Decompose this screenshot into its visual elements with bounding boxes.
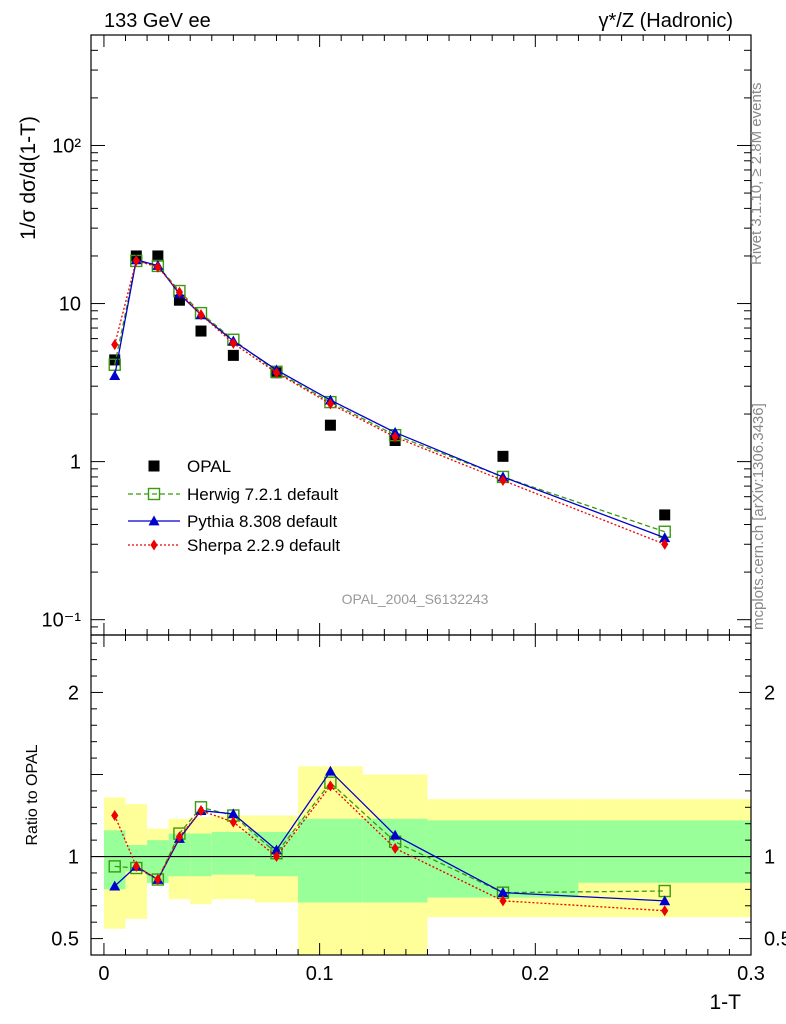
axis-tick-labels: 10⁻¹ 1 10 10² 0.5 0.5 1 1 2 2 0 0.1 0.2 0.3: [42, 135, 786, 985]
x-tick-label: 0.3: [737, 963, 765, 985]
point-sherpa: [175, 286, 184, 298]
y-tick-label-ratio-right: 1: [764, 847, 775, 869]
y-tick-label-main: 10: [59, 294, 81, 316]
point-pythia: [659, 532, 671, 543]
legend-label-pythia: Pythia 8.308 default: [187, 512, 338, 531]
ratio-point-pythia: [109, 880, 121, 891]
point-sherpa: [391, 431, 399, 443]
point-pythia: [109, 370, 121, 381]
ratio-point-pythia: [497, 887, 509, 898]
ratio-point-pythia: [227, 808, 239, 819]
ratio-point-sherpa: [661, 905, 669, 917]
ratio-point-sherpa: [229, 816, 237, 828]
main-y-axis-label: 1/σ dσ/d(1-T): [17, 116, 40, 240]
point-data: [324, 419, 336, 431]
analysis-id-label: OPAL_2004_S6132243: [342, 591, 489, 607]
x-axis-label: 1-T: [710, 991, 742, 1014]
y-tick-label-main: 1: [70, 452, 81, 474]
band-inner-bin: [427, 820, 579, 898]
band-inner-bin: [147, 840, 169, 883]
rivet-version-label: Rivet 3.1.10, ≥ 2.8M events: [748, 83, 765, 266]
ratio-point-sherpa: [391, 842, 399, 854]
point-sherpa: [132, 255, 140, 267]
ratio-point-sherpa: [132, 860, 140, 872]
legend-label-opal: OPAL: [187, 457, 231, 476]
point-sherpa: [326, 398, 334, 410]
ratio-point-sherpa: [499, 895, 507, 907]
ratio-point-sherpa: [272, 851, 281, 863]
ratio-point-sherpa: [154, 874, 162, 886]
ratio-y-axis-label: Ratio to OPAL: [24, 744, 41, 845]
y-tick-label-ratio: 2: [68, 682, 79, 704]
point-data: [659, 509, 671, 521]
point-data: [497, 450, 509, 462]
process-label: γ*/Z (Hadronic): [599, 10, 733, 32]
point-data: [195, 325, 207, 337]
ratio-point-herwig: [108, 860, 121, 873]
point-data: [173, 294, 185, 306]
ratio-point-sherpa: [111, 810, 119, 822]
legend-marker-sherpa: [150, 539, 158, 551]
x-tick-label: 0.2: [521, 963, 549, 985]
x-tick-label: 0.1: [306, 963, 334, 985]
y-tick-label-main: 10²: [52, 135, 81, 157]
y-tick-label-ratio-right: 2: [764, 682, 775, 704]
band-inner-bin: [578, 820, 751, 883]
ratio-point-sherpa: [326, 780, 334, 792]
legend-label-herwig: Herwig 7.2.1 default: [187, 485, 338, 504]
x-tick-label: 0: [98, 963, 109, 985]
y-tick-label-ratio-right: 0.5: [764, 929, 786, 951]
point-sherpa: [499, 474, 507, 486]
legend-marker-herwig: [147, 487, 161, 501]
ratio-plot-frame: [90, 634, 752, 956]
point-sherpa: [111, 339, 119, 351]
y-tick-label-ratio: 1: [68, 847, 79, 869]
main-series: [108, 250, 671, 550]
ratio-point-pythia: [659, 895, 671, 906]
y-tick-label-ratio: 0.5: [51, 929, 79, 951]
point-sherpa: [229, 337, 237, 349]
ratio-point-sherpa: [197, 805, 205, 817]
ratio-point-pythia: [324, 765, 336, 776]
ratio-point-pythia: [389, 829, 401, 840]
band-inner-bin: [298, 818, 363, 903]
point-sherpa: [272, 367, 281, 379]
mcplots-label: mcplots.cern.ch [arXiv:1306.3436]: [750, 403, 767, 630]
ratio-uncertainty-bands: [103, 766, 751, 955]
ratio-series: [108, 765, 671, 917]
legend-marker-pythia: [148, 515, 160, 526]
point-sherpa: [661, 538, 669, 550]
band-inner-bin: [211, 831, 255, 875]
point-data: [152, 250, 164, 262]
point-sherpa: [154, 261, 162, 273]
band-inner-bin: [103, 830, 126, 890]
point-sherpa: [197, 309, 205, 321]
point-data: [227, 349, 239, 361]
energy-label: 133 GeV ee: [104, 10, 211, 32]
ratio-point-sherpa: [175, 831, 184, 843]
legend: OPAL Herwig 7.2.1 default Pythia 8.308 d…: [128, 457, 340, 555]
y-tick-label-main: 10⁻¹: [42, 610, 82, 632]
legend-label-sherpa: Sherpa 2.2.9 default: [187, 536, 340, 555]
legend-marker-opal: [148, 460, 160, 472]
band-inner-bin: [190, 833, 212, 877]
